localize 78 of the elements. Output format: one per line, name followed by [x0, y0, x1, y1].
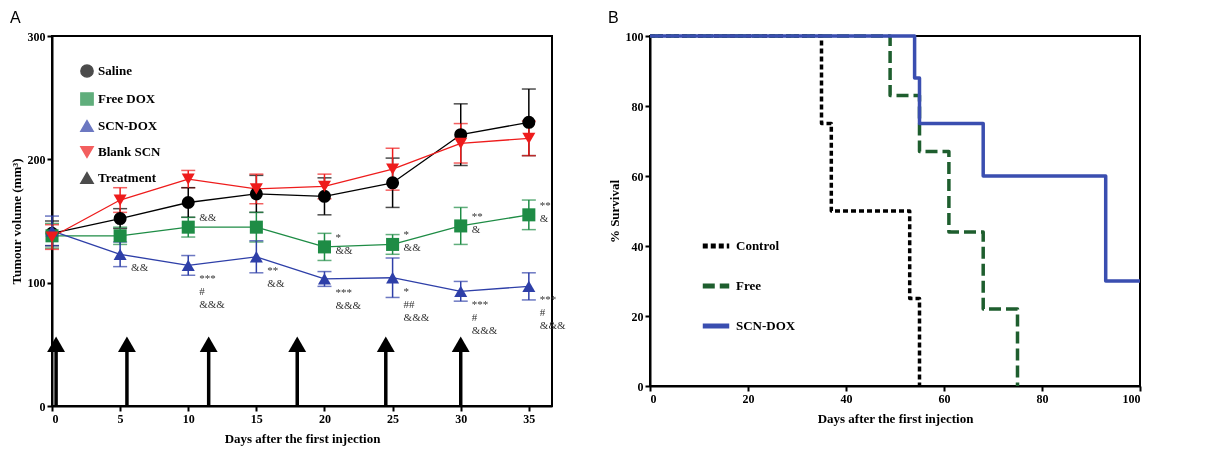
point [199, 336, 218, 353]
y-tick-label: 80 [631, 99, 644, 114]
x-tick-label: 30 [455, 411, 468, 426]
x-axis-title: Days after the first injection [224, 430, 382, 446]
legend-label: Free [736, 278, 762, 293]
data-label: * && [335, 230, 354, 256]
point [317, 180, 331, 193]
legend-label: Control [736, 238, 780, 253]
point [376, 336, 395, 353]
point [522, 115, 536, 129]
point [181, 173, 195, 185]
data-label: *** &&& [335, 285, 362, 311]
point [113, 248, 127, 260]
point [249, 183, 263, 195]
x-tick-label: 10 [182, 411, 195, 426]
x-tick-label: 0 [650, 391, 657, 406]
legend-label: SCN-DOX [98, 118, 158, 133]
point [454, 219, 468, 233]
x-tick-label: 5 [117, 411, 124, 426]
legend-label: Free DOX [98, 91, 156, 106]
chart-title: B [608, 9, 619, 26]
point [47, 336, 66, 353]
point [454, 285, 468, 297]
point [317, 189, 331, 203]
point [181, 195, 195, 210]
legend-label: SCN-DOX [736, 318, 796, 333]
y-tick-label: 200 [27, 152, 46, 167]
legend-label: Treatment [98, 170, 157, 185]
point [317, 240, 331, 254]
chart-title: A [10, 9, 21, 26]
x-tick-label: 60 [938, 391, 951, 406]
y-tick-label: 0 [637, 379, 644, 394]
y-tick-label: 100 [625, 29, 644, 44]
point [522, 208, 536, 222]
point [451, 336, 470, 353]
x-tick-label: 15 [250, 411, 263, 426]
y-tick-label: 100 [27, 276, 46, 291]
data-label: ** && [267, 263, 285, 289]
x-tick-label: 20 [742, 391, 755, 406]
y-axis-title: Tumour volume (mm³) [8, 158, 24, 285]
x-tick-label: 25 [387, 411, 400, 426]
point [113, 212, 127, 226]
x-tick-label: 0 [52, 411, 59, 426]
y-tick-label: 300 [27, 29, 46, 44]
y-tick-label: 40 [631, 239, 644, 254]
data-label: ** & [539, 198, 551, 224]
data-label: && [131, 261, 149, 274]
point [522, 132, 536, 145]
data-label: * && [403, 228, 422, 254]
data-label: * ## &&& [403, 284, 430, 323]
y-tick-label: 60 [631, 169, 644, 184]
x-tick-label: 80 [1036, 391, 1049, 406]
data-label: *** # &&& [471, 298, 498, 337]
point [386, 163, 400, 175]
x-tick-label: 20 [318, 411, 331, 426]
point [113, 194, 127, 206]
point [181, 220, 195, 234]
point [386, 237, 400, 251]
point [386, 176, 400, 190]
point [249, 251, 263, 263]
x-axis-title: Days after the first injection [817, 410, 975, 426]
point [117, 336, 136, 353]
point [249, 220, 263, 234]
data-label: *** # &&& [199, 272, 226, 311]
x-tick-label: 35 [523, 411, 536, 426]
point [386, 272, 400, 284]
x-tick-label: 40 [840, 391, 853, 406]
point [181, 259, 195, 272]
point [454, 137, 468, 149]
y-axis-title: % Survival [606, 179, 622, 244]
point [288, 336, 307, 353]
legend-label: Blank SCN [98, 144, 162, 159]
point [522, 280, 536, 293]
x-tick-label: 100 [1122, 391, 1141, 406]
data-label: ** & [471, 209, 483, 235]
data-label: && [199, 211, 217, 224]
legend-label: Saline [98, 63, 133, 78]
y-tick-label: 20 [631, 309, 644, 324]
